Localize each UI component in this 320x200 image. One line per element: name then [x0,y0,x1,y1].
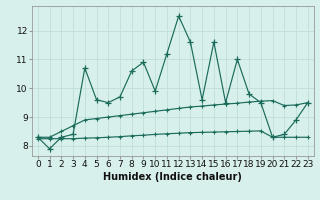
X-axis label: Humidex (Indice chaleur): Humidex (Indice chaleur) [103,172,242,182]
